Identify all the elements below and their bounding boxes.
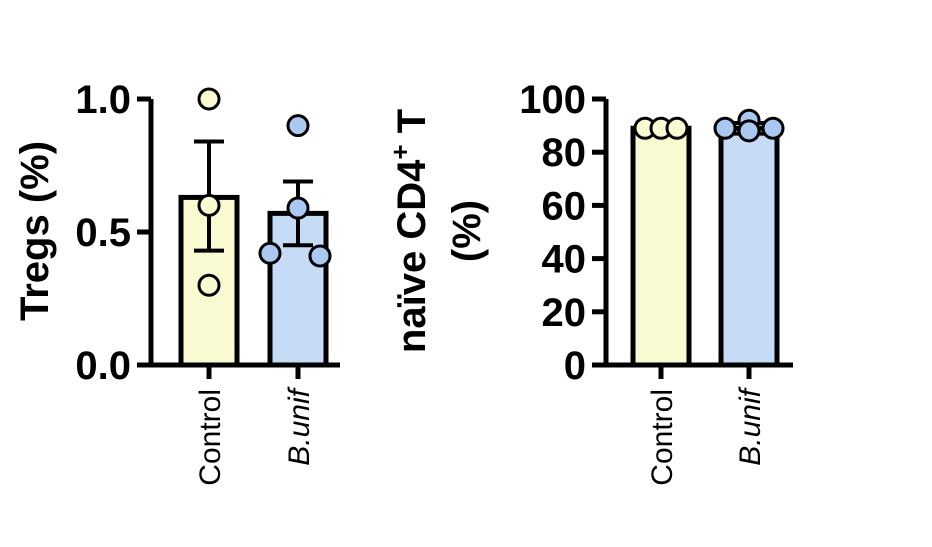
y-tick-label: 100 [519,78,586,122]
y-tick-label: 80 [542,131,587,175]
y-tick-label: 60 [542,184,587,228]
x-tick-label: B.unif [283,386,316,465]
y-tick-label: 0.0 [75,344,131,388]
label-superscript: + [385,144,415,159]
data-point [286,196,310,220]
data-point [308,244,332,268]
y-tick-label: 0.5 [75,211,131,255]
y-tick-label: 40 [542,238,587,282]
tregs-y-axis-label: Tregs (%) [13,141,57,321]
data-point [665,116,689,140]
x-tick-label: B.unif [734,386,767,465]
data-point [737,119,761,143]
naive-cd4-y-axis-label-line2: (%) [445,200,489,262]
naive-cd4-chart: naïve CD4+ T (%) 0 20 40 60 80 100 Control B.un… [385,78,793,486]
y-tick-label: 0 [564,344,586,388]
data-point [258,241,282,265]
y-tick-label: 20 [542,291,587,335]
data-point [761,116,785,140]
bar [630,125,692,368]
data-point [197,87,221,111]
data-point [713,116,737,140]
data-point [286,114,310,138]
data-point [197,193,221,217]
y-tick-label: 1.0 [75,78,131,122]
x-tick-label: Control [646,389,679,486]
data-point [197,273,221,297]
x-tick-label: Control [194,389,227,486]
tregs-chart: Tregs (%) 0.0 0.5 1.0 Control B.unif [13,78,340,486]
bar [718,125,780,368]
label-tail: T [390,109,434,145]
label-main: naïve CD4 [390,159,434,353]
naive-cd4-y-axis-label-line1: naïve CD4+ T [385,109,434,353]
